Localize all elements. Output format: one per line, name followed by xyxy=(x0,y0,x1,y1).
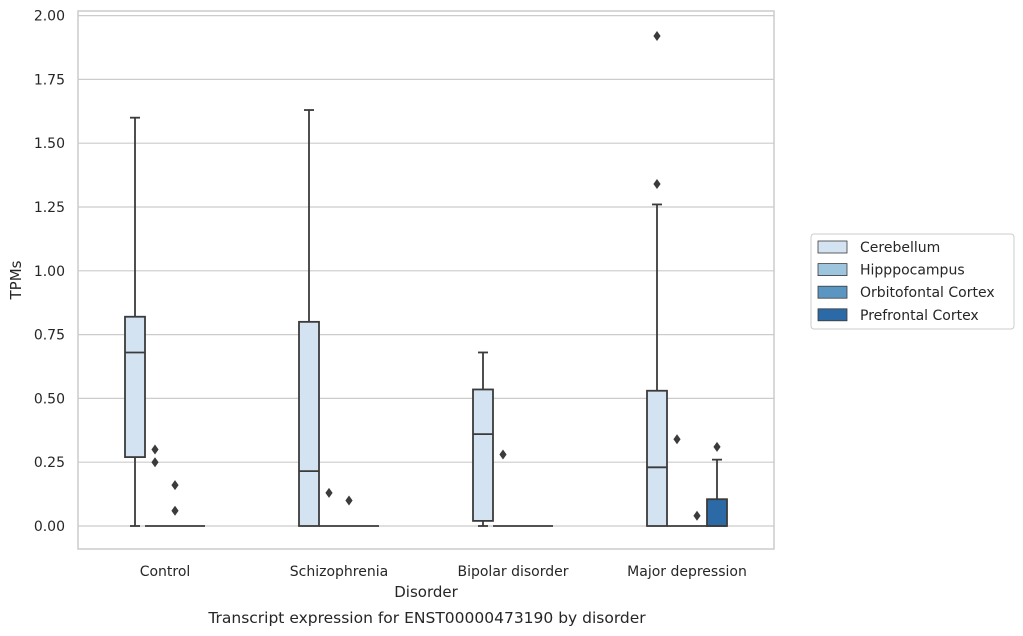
legend-label: Cerebellum xyxy=(860,240,940,256)
box-groups xyxy=(124,31,728,527)
legend-label: Orbitofontal Cortex xyxy=(860,285,995,301)
legend-frame xyxy=(810,233,1015,330)
x-tick-label: Control xyxy=(140,564,191,580)
y-tick-label: 1.00 xyxy=(34,264,65,280)
legend-swatch xyxy=(817,285,848,299)
y-tick-label: 1.25 xyxy=(34,200,65,216)
legend: Cerebellum Hipppocampus Orbitofontal Corte… xyxy=(810,233,1015,330)
outlier-point xyxy=(345,495,353,506)
legend-label: Hipppocampus xyxy=(860,263,965,279)
y-tick-label: 0.75 xyxy=(34,328,65,344)
legend-label: Prefrontal Cortex xyxy=(860,308,979,324)
y-tick-label: 0.50 xyxy=(34,391,65,407)
series-group xyxy=(145,434,687,527)
outlier-point xyxy=(693,510,701,521)
outlier-point xyxy=(151,444,159,455)
legend-swatch xyxy=(817,308,848,322)
outlier-point xyxy=(499,449,507,460)
series-group xyxy=(165,480,707,527)
series-group xyxy=(185,441,728,527)
outlier-point xyxy=(713,441,721,452)
series-group xyxy=(124,31,668,527)
iqr-box xyxy=(646,389,668,527)
x-tick-label: Major depression xyxy=(627,564,747,580)
y-tick-label: 1.50 xyxy=(34,136,65,152)
outlier-point xyxy=(171,480,179,491)
outlier-point xyxy=(653,179,661,190)
iqr-box xyxy=(472,388,494,522)
iqr-box xyxy=(706,498,728,527)
outlier-point xyxy=(673,434,681,445)
y-tick-label: 0.25 xyxy=(34,455,65,471)
y-axis-title: TPMs xyxy=(7,260,25,300)
outlier-point xyxy=(151,457,159,468)
iqr-box xyxy=(298,320,320,527)
chart-caption: Transcript expression for ENST0000047319… xyxy=(207,609,646,627)
legend-swatch xyxy=(817,240,848,254)
y-tick-label: 1.75 xyxy=(34,72,65,88)
outlier-point xyxy=(171,505,179,516)
x-tick-label: Bipolar disorder xyxy=(457,564,568,580)
y-tick-label: 0.00 xyxy=(34,519,65,535)
x-axis-title: Disorder xyxy=(394,583,458,601)
gridlines xyxy=(78,15,774,527)
x-tick-label: Schizophrenia xyxy=(290,564,388,580)
outlier-point xyxy=(653,31,661,42)
plot-area xyxy=(77,10,775,550)
legend-swatch xyxy=(817,263,848,277)
iqr-box xyxy=(124,315,146,458)
y-tick-labels: 0.00 0.25 0.50 0.75 1.00 1.25 1.50 1.75 2.00 xyxy=(34,9,65,535)
outlier-point xyxy=(325,487,333,498)
y-tick-label: 2.00 xyxy=(34,9,65,25)
x-tick-labels: Control Schizophrenia Bipolar disorder Majo… xyxy=(140,564,747,580)
